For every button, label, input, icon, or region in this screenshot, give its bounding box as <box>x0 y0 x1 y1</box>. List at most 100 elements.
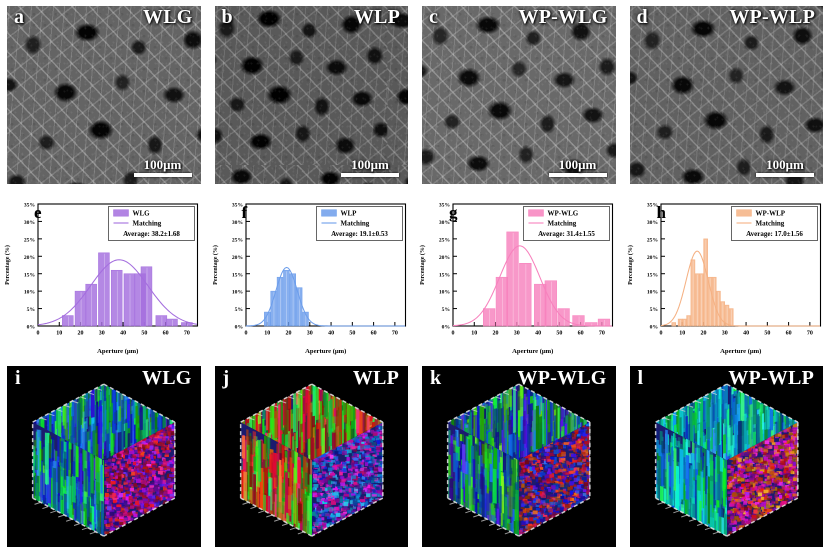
x-tick-label: 20 <box>700 331 706 337</box>
bar <box>140 266 153 327</box>
legend-sample-label: WP-WLP <box>755 210 785 218</box>
axis-tick <box>473 514 480 518</box>
y-tick-label: 30% <box>24 220 36 226</box>
bar <box>534 283 547 327</box>
axis-tick <box>704 527 711 531</box>
bar <box>557 308 570 327</box>
sem-texture <box>422 6 616 184</box>
x-tick-label: 60 <box>370 331 376 337</box>
axis-tick <box>455 417 462 421</box>
panel-f: 0% 5% 10% 15% 20% 25% 30% 35% 0 10 20 30 40 50 60 70 Ape… <box>207 190 415 360</box>
axis-tick <box>87 392 95 396</box>
ct-cube <box>214 366 408 547</box>
axis-tick <box>263 408 271 412</box>
axis-tick <box>710 392 717 396</box>
ct-cube <box>422 366 616 547</box>
matching-curve <box>452 245 612 327</box>
matching-curve <box>245 266 405 327</box>
y-axis-title: Percentage (%) <box>4 245 11 285</box>
scale-bar-line <box>548 173 607 177</box>
scale-bar-line <box>133 173 192 177</box>
y-tick-label: 35% <box>231 203 243 209</box>
axis-tick <box>656 501 664 505</box>
y-tick-label: 25% <box>231 237 243 243</box>
axis-tick <box>504 531 512 535</box>
legend-matching-label: Matching <box>755 220 784 228</box>
legend-sample-label: WP-WLG <box>548 210 579 218</box>
panel-j: j WLP <box>208 360 416 553</box>
histogram-plot: 0% 5% 10% 15% 20% 25% 30% 35% 0 10 20 30 40 50 60 70 Ape… <box>4 203 199 355</box>
axis-tick <box>56 408 63 412</box>
scale-bar-label: 100μm <box>351 157 389 173</box>
ct-render-wlp: j WLP <box>214 366 408 547</box>
y-tick-label: 15% <box>24 272 36 278</box>
panel-letter: g <box>449 203 458 222</box>
x-tick-label: 0 <box>452 331 455 337</box>
sem-texture <box>214 6 408 184</box>
scale-bar: 100μm <box>548 158 607 177</box>
axis-tick <box>496 527 504 531</box>
y-tick-label: 0% <box>27 325 36 331</box>
axis-tick <box>510 387 518 391</box>
sem-image-wlg: a WLG 100μm <box>7 6 201 184</box>
bar <box>155 315 168 327</box>
axis-tick <box>295 392 302 396</box>
sem-grain <box>214 6 408 184</box>
bar-series <box>483 231 611 327</box>
sem-image-wp-wlg: c WP-WLG 100μm <box>422 6 616 184</box>
axis-tick <box>40 417 47 421</box>
axis-tick <box>48 413 55 417</box>
axis-tick <box>471 408 478 412</box>
average-annotation: Average: 38.2±1.68 <box>123 230 180 238</box>
axis-tick <box>265 514 272 518</box>
average-annotation: Average: 19.1±0.53 <box>331 230 388 238</box>
axis-tick <box>281 522 288 526</box>
x-axis-title: Aperture (μm) <box>97 348 138 355</box>
histogram-row: 0% 5% 10% 15% 20% 25% 30% 35% 0 10 20 30 40 50 60 70 Ape… <box>0 190 830 360</box>
x-tick-label: 40 <box>535 331 541 337</box>
panel-g: 0% 5% 10% 15% 20% 25% 30% 35% 0 10 20 30 40 50 60 70 Ape… <box>415 190 623 360</box>
x-tick-label: 70 <box>184 331 190 337</box>
bar <box>269 290 277 327</box>
y-tick-label: 25% <box>24 237 36 243</box>
panel-letter: i <box>15 367 21 389</box>
x-tick-label: 60 <box>578 331 584 337</box>
histogram-wp-wlg: 0% 5% 10% 15% 20% 25% 30% 35% 0 10 20 30 40 50 60 70 Ape… <box>415 190 623 360</box>
y-tick-label: 35% <box>439 203 451 209</box>
axis-tick <box>257 510 265 514</box>
sample-label: WP-WLP <box>728 367 814 389</box>
y-tick-label: 10% <box>646 290 658 296</box>
axis-tick <box>457 506 464 510</box>
bar <box>98 252 110 327</box>
axis-tick <box>694 400 701 404</box>
axis-tick <box>247 417 255 421</box>
axis-tick <box>289 527 296 531</box>
scale-bar: 100μm <box>756 158 814 177</box>
legend: WLP Matching Average: 19.1±0.53 <box>315 206 403 241</box>
legend: WP-WLP Matching Average: 17.0±1.56 <box>730 206 818 241</box>
ct-render-wp-wlg: k WP-WLG <box>422 366 616 547</box>
axis-tick <box>488 522 496 526</box>
panel-letter: e <box>34 203 42 222</box>
x-tick-label: 30 <box>721 331 727 337</box>
panel-letter: a <box>14 6 24 28</box>
axis-tick <box>249 506 257 510</box>
axis-tick <box>465 510 472 514</box>
sample-label: WLP <box>352 367 399 389</box>
panel-k: k WP-WLG <box>415 360 623 553</box>
y-tick-label: 20% <box>24 255 36 261</box>
y-tick-label: 35% <box>646 203 658 209</box>
y-axis-title: Percentage (%) <box>212 245 219 285</box>
axis-tick <box>670 413 678 417</box>
bar <box>289 273 296 327</box>
panel-letter: j <box>222 367 230 389</box>
ct-render-wlg: i WLG <box>7 366 201 547</box>
sample-label: WLG <box>142 367 192 389</box>
y-tick-label: 25% <box>646 237 658 243</box>
x-axis-title: Aperture (μm) <box>305 348 346 355</box>
scale-bar-label: 100μm <box>766 157 804 173</box>
y-tick-label: 20% <box>439 255 451 261</box>
y-tick-label: 25% <box>439 237 451 243</box>
x-tick-label: 30 <box>306 331 312 337</box>
x-tick-label: 30 <box>99 331 105 337</box>
